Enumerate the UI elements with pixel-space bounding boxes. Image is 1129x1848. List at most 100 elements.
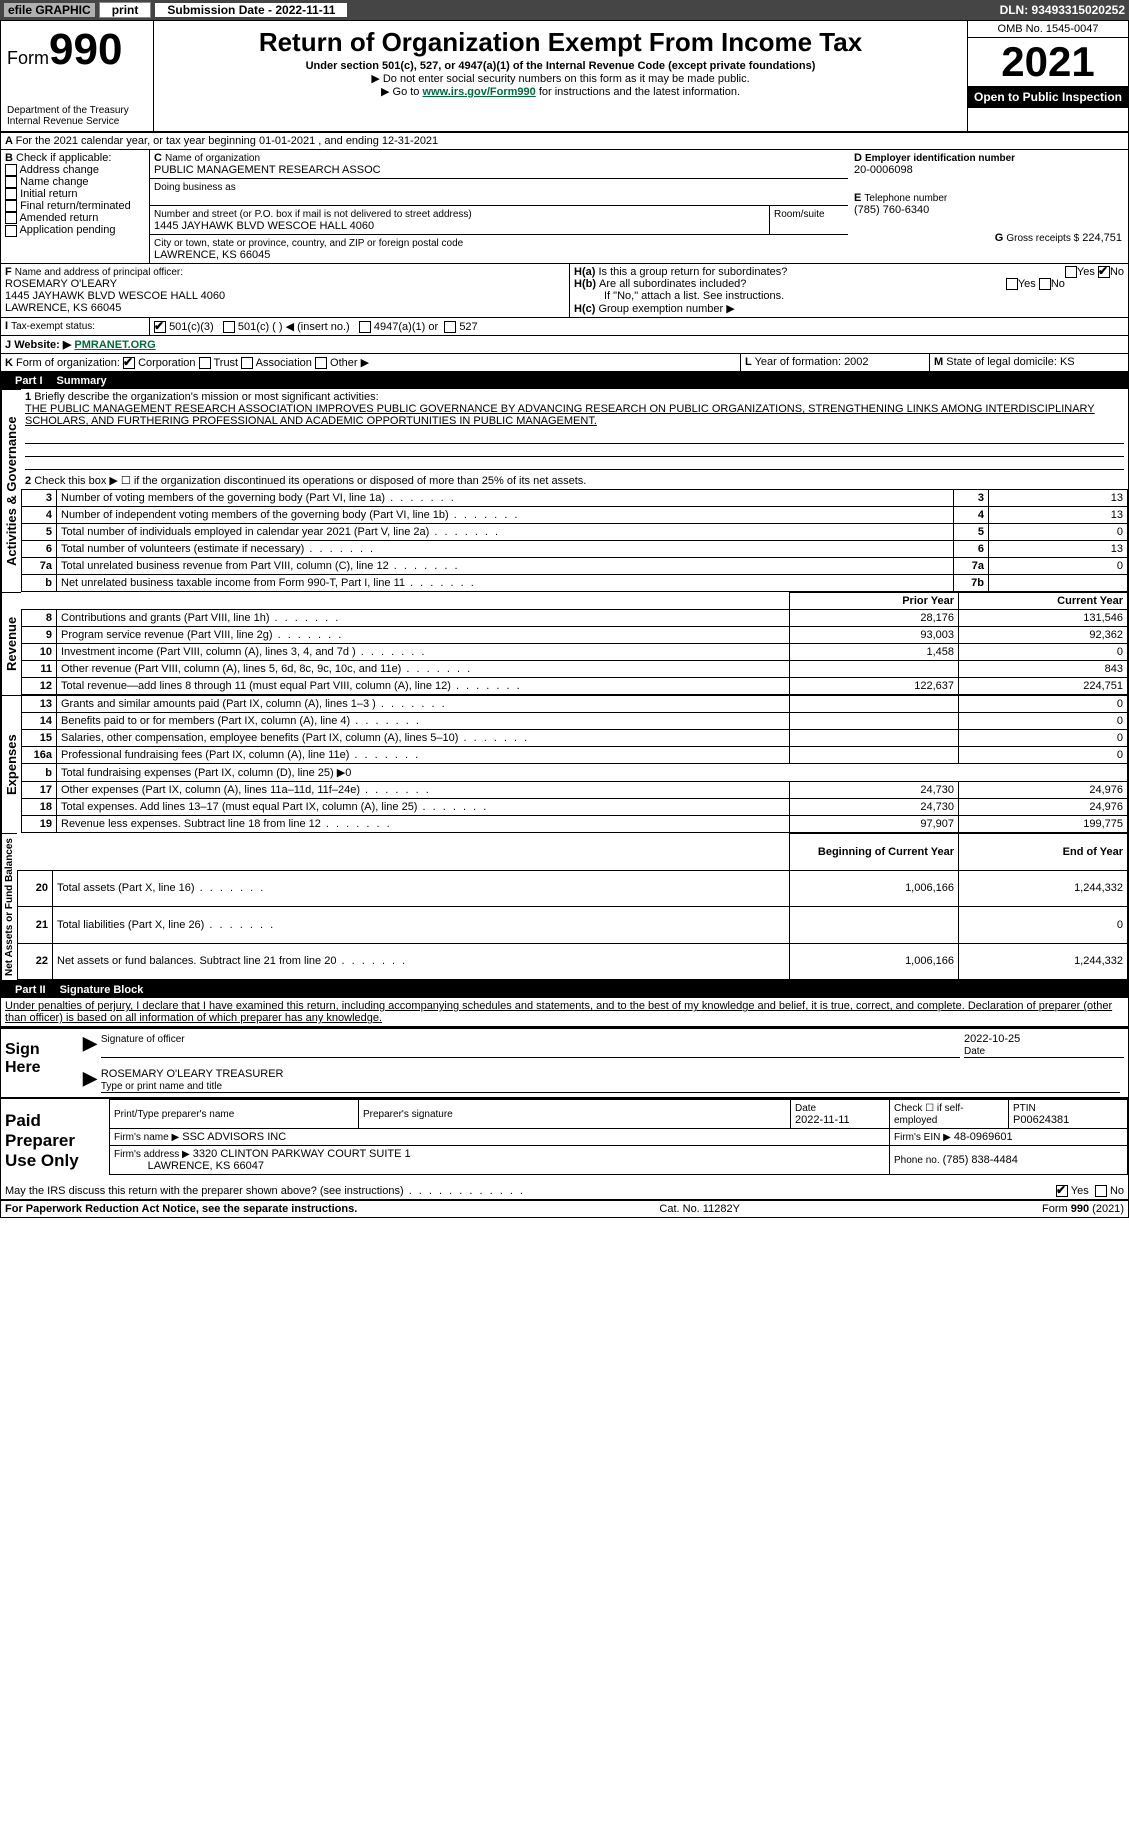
rev-table: Prior YearCurrent Year8Contributions and… xyxy=(21,592,1128,695)
ha-no[interactable] xyxy=(1098,266,1110,278)
527-cb[interactable] xyxy=(444,321,456,333)
print-button[interactable]: print xyxy=(99,2,152,18)
name-change-cb[interactable] xyxy=(5,176,17,188)
initial-cb[interactable] xyxy=(5,188,17,200)
form-number-cell: Form990 Department of the Treasury Inter… xyxy=(1,21,154,131)
box-h: H(a) Is this a group return for subordin… xyxy=(570,264,1128,318)
klm-row: K Form of organization: Corporation Trus… xyxy=(1,354,1128,373)
submission-date: Submission Date - 2022-11-11 xyxy=(155,3,347,17)
final-cb[interactable] xyxy=(5,200,17,212)
phone: (785) 760-6340 xyxy=(854,204,929,216)
sign-here-block: Sign Here ▶ Signature of officer 2022-10… xyxy=(1,1027,1128,1097)
cat-no: Cat. No. 11282Y xyxy=(659,1203,740,1215)
net-vert-label: Net Assets or Fund Balances xyxy=(1,833,17,980)
box-b: B Check if applicable: Address change Na… xyxy=(1,150,150,264)
table-row: 19Revenue less expenses. Subtract line 1… xyxy=(22,816,1128,833)
assoc-cb[interactable] xyxy=(241,357,253,369)
dln-label: DLN: 93493315020252 xyxy=(1000,3,1125,17)
table-row: 18Total expenses. Add lines 13–17 (must … xyxy=(22,799,1128,816)
preparer-block: Paid Preparer Use Only Print/Type prepar… xyxy=(1,1097,1128,1183)
title-cell: Return of Organization Exempt From Incom… xyxy=(154,21,968,131)
table-row: 21Total liabilities (Part X, line 26)0 xyxy=(18,907,1128,944)
amended-cb[interactable] xyxy=(5,212,17,224)
tax-year: 2021 xyxy=(968,38,1128,86)
table-row: 8Contributions and grants (Part VIII, li… xyxy=(22,610,1128,627)
gov-vert-label: Activities & Governance xyxy=(1,389,21,592)
other-cb[interactable] xyxy=(315,357,327,369)
sign-here-label: Sign Here xyxy=(1,1029,79,1097)
form-title: Return of Organization Exempt From Incom… xyxy=(160,27,961,58)
part1-body: Activities & Governance 1 Briefly descri… xyxy=(1,389,1128,592)
form-footer: For Paperwork Reduction Act Notice, see … xyxy=(1,1200,1128,1217)
table-row: 10Investment income (Part VIII, column (… xyxy=(22,644,1128,661)
website-link[interactable]: PMRANET.ORG xyxy=(74,339,155,351)
title-sub1: Under section 501(c), 527, or 4947(a)(1)… xyxy=(160,60,961,72)
table-row: bTotal fundraising expenses (Part IX, co… xyxy=(22,764,1128,782)
year-cell: OMB No. 1545-0047 2021 Open to Public In… xyxy=(968,21,1128,131)
revenue-section: Revenue Prior YearCurrent Year8Contribut… xyxy=(1,592,1128,695)
501c3-cb[interactable] xyxy=(154,321,166,333)
corp-cb[interactable] xyxy=(123,357,135,369)
org-address: 1445 JAYHAWK BLVD WESCOE HALL 4060 xyxy=(154,220,374,232)
org-name: PUBLIC MANAGEMENT RESEARCH ASSOC xyxy=(154,164,381,176)
gov-table: 3Number of voting members of the governi… xyxy=(21,489,1128,592)
pra-notice: For Paperwork Reduction Act Notice, see … xyxy=(5,1203,357,1215)
info-block: B Check if applicable: Address change Na… xyxy=(1,150,1128,264)
table-row: 16aProfessional fundraising fees (Part I… xyxy=(22,747,1128,764)
table-row: 15Salaries, other compensation, employee… xyxy=(22,730,1128,747)
app-pending-cb[interactable] xyxy=(5,225,17,237)
officer-name: ROSEMARY O'LEARY xyxy=(5,278,117,290)
declaration: Under penalties of perjury, I declare th… xyxy=(1,998,1128,1027)
501c-cb[interactable] xyxy=(223,321,235,333)
table-row: 6Total number of volunteers (estimate if… xyxy=(22,541,1128,558)
box-j: J Website: ▶ PMRANET.ORG xyxy=(1,336,1128,354)
irs-label: Internal Revenue Service xyxy=(7,116,147,127)
org-city: LAWRENCE, KS 66045 xyxy=(154,249,270,261)
table-row: 4Number of independent voting members of… xyxy=(22,507,1128,524)
part2-bar: Part II Signature Block xyxy=(1,982,1128,998)
form-number: 990 xyxy=(49,25,122,74)
omb-no: OMB No. 1545-0047 xyxy=(968,21,1128,38)
discuss-yes[interactable] xyxy=(1056,1185,1068,1197)
instructions-link[interactable]: www.irs.gov/Form990 xyxy=(422,86,535,98)
officer-typed: ROSEMARY O'LEARY TREASURER xyxy=(101,1068,284,1080)
form-footer-label: Form 990 (2021) xyxy=(1042,1203,1124,1215)
table-row: 22Net assets or fund balances. Subtract … xyxy=(18,943,1128,980)
open-public-badge: Open to Public Inspection xyxy=(968,86,1128,108)
table-row: 14Benefits paid to or for members (Part … xyxy=(22,713,1128,730)
paid-preparer-label: Paid Preparer Use Only xyxy=(1,1099,109,1183)
gross-receipts: 224,751 xyxy=(1082,232,1122,244)
rev-vert-label: Revenue xyxy=(1,592,21,695)
net-table: Beginning of Current YearEnd of Year20To… xyxy=(17,833,1128,980)
ha-yes[interactable] xyxy=(1065,266,1077,278)
sig-date: 2022-10-25 xyxy=(964,1033,1020,1045)
title-sub2: ▶ Do not enter social security numbers o… xyxy=(160,72,961,85)
part1-bar: Part I Summary xyxy=(1,373,1128,389)
box-f: F Name and address of principal officer:… xyxy=(1,264,570,318)
table-row: 17Other expenses (Part IX, column (A), l… xyxy=(22,782,1128,799)
table-row: 11Other revenue (Part VIII, column (A), … xyxy=(22,661,1128,678)
title-sub3: ▶ Go to www.irs.gov/Form990 for instruct… xyxy=(160,85,961,98)
form-header: Form990 Department of the Treasury Inter… xyxy=(1,21,1128,133)
arrow-icon: ▶ xyxy=(83,1033,97,1058)
dept-label: Department of the Treasury xyxy=(7,105,147,116)
fh-row: F Name and address of principal officer:… xyxy=(1,264,1128,318)
trust-cb[interactable] xyxy=(199,357,211,369)
discuss-row: May the IRS discuss this return with the… xyxy=(1,1183,1128,1200)
efile-label: efile GRAPHIC xyxy=(4,3,95,17)
box-c: C Name of organization PUBLIC MANAGEMENT… xyxy=(150,150,848,264)
top-bar: efile GRAPHIC print Submission Date - 20… xyxy=(0,0,1129,20)
table-row: bNet unrelated business taxable income f… xyxy=(22,575,1128,592)
hb-yes[interactable] xyxy=(1006,278,1018,290)
table-row: 5Total number of individuals employed in… xyxy=(22,524,1128,541)
right-info: D Employer identification number20-00060… xyxy=(848,150,1128,264)
discuss-no[interactable] xyxy=(1095,1185,1107,1197)
form-container: Form990 Department of the Treasury Inter… xyxy=(0,20,1129,1218)
4947-cb[interactable] xyxy=(359,321,371,333)
exp-vert-label: Expenses xyxy=(1,695,21,833)
period-row: A For the 2021 calendar year, or tax yea… xyxy=(1,133,1128,150)
table-row: 7aTotal unrelated business revenue from … xyxy=(22,558,1128,575)
hb-no[interactable] xyxy=(1039,278,1051,290)
addr-change-cb[interactable] xyxy=(5,164,17,176)
preparer-table: Print/Type preparer's name Preparer's si… xyxy=(109,1099,1128,1175)
